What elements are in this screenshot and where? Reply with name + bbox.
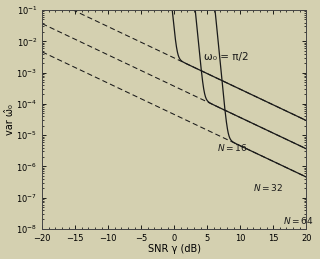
Text: $N=64$: $N=64$ (283, 215, 314, 226)
Text: $N=32$: $N=32$ (253, 182, 284, 193)
Text: $N=16$: $N=16$ (217, 142, 248, 153)
Y-axis label: var ω̂₀: var ω̂₀ (5, 104, 15, 135)
X-axis label: SNR γ (dB): SNR γ (dB) (148, 244, 201, 254)
Text: ω₀ = π/2: ω₀ = π/2 (204, 52, 249, 62)
